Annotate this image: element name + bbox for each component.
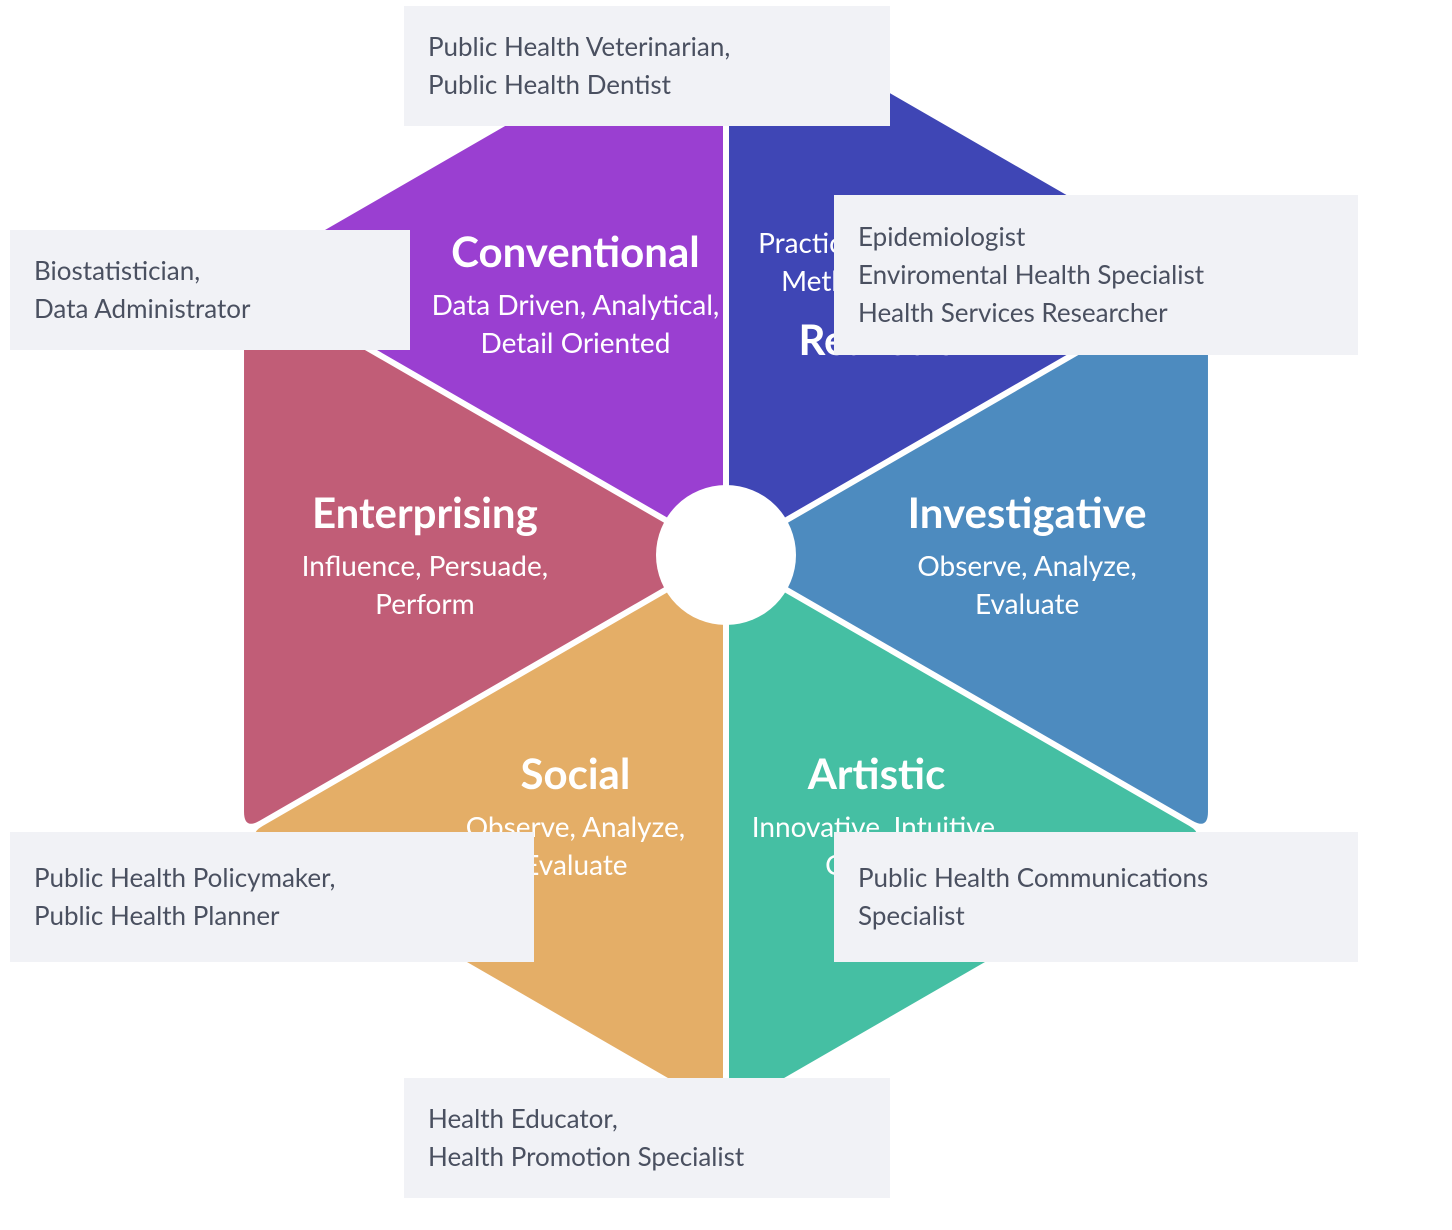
callout-conventional: Biostatistician,Data Administrator — [10, 230, 410, 350]
callout-line: Public Health Policymaker, — [34, 859, 510, 897]
callout-line: Public Health Veterinarian, — [428, 28, 866, 66]
callout-line: Health Services Researcher — [858, 294, 1334, 332]
label-enterprising: Enterprising Influence, Persuade, Perform — [235, 445, 615, 665]
title-investigative: Investigative — [908, 487, 1147, 537]
title-conventional: Conventional — [451, 226, 700, 276]
title-social: Social — [521, 748, 631, 798]
title-artistic: Artistic — [808, 748, 946, 798]
callout-line: Data Administrator — [34, 290, 386, 328]
title-enterprising: Enterprising — [312, 487, 538, 537]
callout-line: Enviromental Health Specialist — [858, 256, 1334, 294]
callout-line: Specialist — [858, 897, 1334, 935]
desc-investigative: Observe, Analyze, Evaluate — [877, 547, 1177, 623]
callout-enterprising: Public Health Policymaker,Public Health … — [10, 832, 534, 962]
callout-line: Health Educator, — [428, 1100, 866, 1138]
callout-realistic: Public Health Veterinarian,Public Health… — [404, 6, 890, 126]
label-conventional: Conventional Data Driven, Analytical, Det… — [385, 184, 765, 404]
riasec-hexagon-diagram: Practical, Scientific, MethodologicalRea… — [0, 0, 1452, 1230]
callout-line: Public Health Planner — [34, 897, 510, 935]
label-investigative: Investigative Observe, Analyze, Evaluate — [837, 445, 1217, 665]
callout-line: Biostatistician, — [34, 252, 386, 290]
callout-line: Epidemiologist — [858, 218, 1334, 256]
callout-line: Public Health Communications — [858, 859, 1334, 897]
hexagon-svg: Practical, Scientific, MethodologicalRea… — [0, 0, 1452, 1230]
callout-social: Health Educator,Health Promotion Special… — [404, 1078, 890, 1198]
callout-investigative: EpidemiologistEnviromental Health Specia… — [834, 195, 1358, 355]
desc-enterprising: Influence, Persuade, Perform — [275, 547, 575, 623]
center-circle — [656, 485, 796, 625]
desc-conventional: Data Driven, Analytical, Detail Oriented — [425, 286, 725, 362]
callout-line: Public Health Dentist — [428, 66, 866, 104]
callout-line: Health Promotion Specialist — [428, 1138, 866, 1176]
callout-artistic: Public Health CommunicationsSpecialist — [834, 832, 1358, 962]
